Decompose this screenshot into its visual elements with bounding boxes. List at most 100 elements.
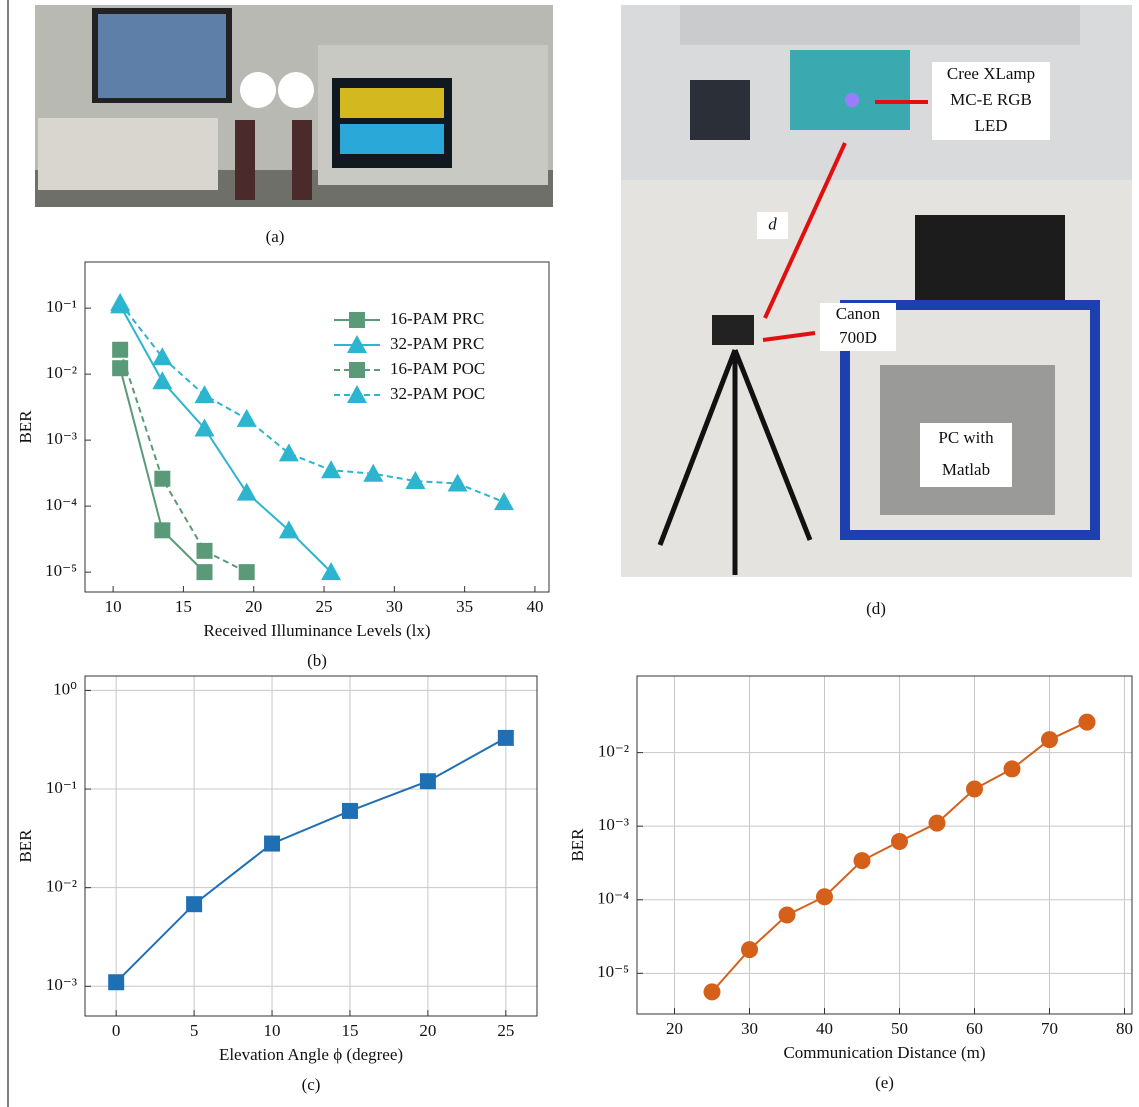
y-axis-label: BER <box>568 828 587 862</box>
photo-label: MC-E RGB <box>950 90 1032 109</box>
x-tick-label: 50 <box>891 1019 908 1038</box>
x-tick-label: 30 <box>741 1019 758 1038</box>
marker <box>779 907 796 924</box>
marker <box>154 471 170 487</box>
marker <box>891 833 908 850</box>
y-tick-label: 10⁻⁵ <box>45 561 77 580</box>
marker <box>342 803 358 819</box>
x-tick-label: 30 <box>386 597 403 616</box>
x-tick-label: 25 <box>316 597 333 616</box>
x-tick-label: 15 <box>341 1021 358 1040</box>
marker <box>816 888 833 905</box>
marker <box>237 483 257 501</box>
marker <box>152 347 172 365</box>
x-tick-label: 20 <box>419 1021 436 1040</box>
caption: (e) <box>875 1073 894 1092</box>
y-tick-label: 10⁻² <box>46 363 77 382</box>
y-tick-label: 10⁻² <box>598 742 629 761</box>
photo-label: d <box>768 214 777 233</box>
series-line <box>120 305 331 572</box>
series-line <box>116 738 506 982</box>
x-tick-label: 70 <box>1041 1019 1058 1038</box>
caption: (b) <box>307 651 327 670</box>
x-tick-label: 0 <box>112 1021 121 1040</box>
marker <box>741 941 758 958</box>
plot-frame <box>637 676 1132 1014</box>
marker <box>197 543 213 559</box>
marker <box>363 464 383 482</box>
photo-label: LED <box>974 116 1007 135</box>
marker <box>112 342 128 358</box>
marker <box>1004 760 1021 777</box>
x-tick-label: 15 <box>175 597 192 616</box>
figure: (a) (d) Cree XLamp MC-E RGB LED d Canon 700D P… <box>0 0 1139 1107</box>
y-axis-label: BER <box>16 829 35 863</box>
legend-marker <box>349 312 365 328</box>
y-tick-label: 10⁻⁵ <box>597 962 629 981</box>
marker <box>110 293 130 311</box>
x-tick-label: 20 <box>666 1019 683 1038</box>
marker <box>279 443 299 461</box>
marker <box>420 773 436 789</box>
marker <box>108 974 124 990</box>
page: (a) (d) Cree XLamp MC-E RGB LED d Canon 700D P… <box>0 0 1139 1107</box>
marker <box>966 781 983 798</box>
y-tick-label: 10⁻³ <box>46 975 77 994</box>
y-tick-label: 10⁻³ <box>598 815 629 834</box>
marker <box>498 730 514 746</box>
marker <box>1041 731 1058 748</box>
x-tick-label: 10 <box>264 1021 281 1040</box>
legend-label: 32-PAM POC <box>390 384 485 403</box>
x-axis-label: Received Illuminance Levels (lx) <box>203 621 430 640</box>
photo-label: Canon <box>836 304 881 323</box>
legend-marker <box>349 362 365 378</box>
x-tick-label: 25 <box>497 1021 514 1040</box>
marker <box>186 896 202 912</box>
x-tick-label: 60 <box>966 1019 983 1038</box>
x-tick-label: 5 <box>190 1021 199 1040</box>
x-tick-label: 10 <box>105 597 122 616</box>
photo-label: PC with <box>938 428 994 447</box>
caption: (c) <box>302 1075 321 1094</box>
photo-label: 700D <box>839 328 877 347</box>
x-axis-label: Elevation Angle ϕ (degree) <box>219 1045 403 1064</box>
marker <box>239 564 255 580</box>
marker <box>152 371 172 389</box>
x-tick-label: 40 <box>816 1019 833 1038</box>
marker <box>494 492 514 510</box>
y-tick-label: 10⁻¹ <box>46 778 77 797</box>
caption: (d) <box>866 599 886 618</box>
series-line <box>120 368 204 572</box>
marker <box>237 409 257 427</box>
legend-label: 16-PAM PRC <box>390 309 484 328</box>
marker <box>854 852 871 869</box>
y-axis-label: BER <box>16 410 35 444</box>
x-axis-label: Communication Distance (m) <box>783 1043 985 1062</box>
y-tick-label: 10⁻⁴ <box>45 495 77 514</box>
caption: (a) <box>266 227 285 246</box>
y-tick-label: 10⁰ <box>53 679 77 698</box>
photo-a <box>35 5 553 207</box>
x-tick-label: 80 <box>1116 1019 1133 1038</box>
marker <box>704 983 721 1000</box>
marker <box>1079 714 1096 731</box>
legend-label: 32-PAM PRC <box>390 334 484 353</box>
marker <box>929 815 946 832</box>
y-tick-label: 10⁻⁴ <box>597 889 629 908</box>
photo-d <box>621 5 1132 577</box>
photo-label: Cree XLamp <box>947 64 1035 83</box>
x-tick-label: 40 <box>526 597 543 616</box>
series-line <box>120 350 247 572</box>
marker <box>321 460 341 478</box>
marker <box>264 836 280 852</box>
marker <box>112 360 128 376</box>
x-tick-label: 20 <box>245 597 262 616</box>
y-tick-label: 10⁻² <box>46 877 77 896</box>
plot-frame <box>85 676 537 1016</box>
photo-label: Matlab <box>942 460 990 479</box>
y-tick-label: 10⁻³ <box>46 429 77 448</box>
y-tick-label: 10⁻¹ <box>46 297 77 316</box>
marker <box>154 522 170 538</box>
x-tick-label: 35 <box>456 597 473 616</box>
marker <box>197 564 213 580</box>
